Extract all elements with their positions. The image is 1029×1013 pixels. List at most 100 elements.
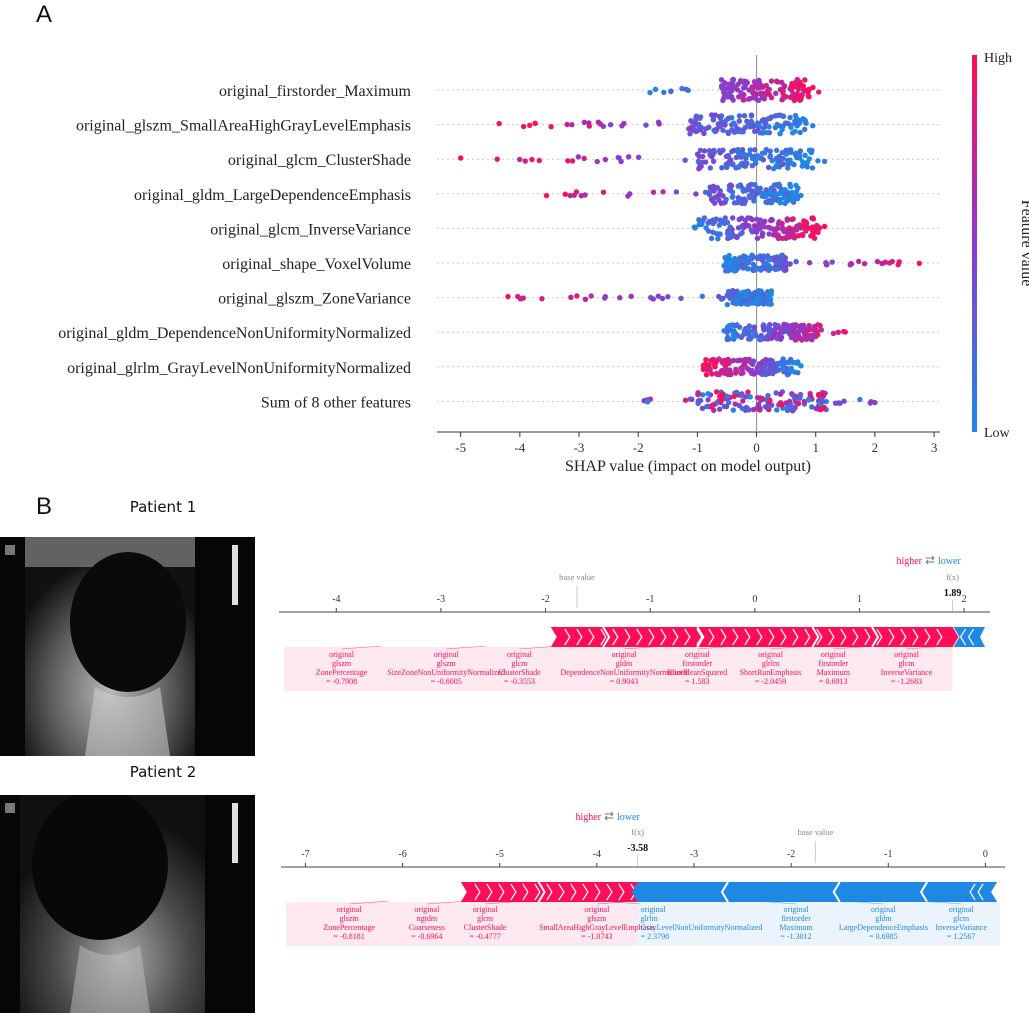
chevron: [792, 628, 799, 646]
shap-point: [696, 391, 702, 397]
positive-label-band: [286, 902, 638, 946]
contribution-label: glrlm: [641, 914, 659, 923]
shap-point: [774, 407, 780, 413]
force-tick-label: 1: [857, 594, 862, 605]
shap-point: [716, 406, 723, 412]
shap-point: [752, 158, 759, 164]
shap-point: [679, 85, 685, 92]
shap-point: [802, 332, 808, 338]
shap-point: [802, 152, 808, 159]
fx-value: 1.89: [944, 588, 962, 599]
x-tick-label: 1: [812, 440, 819, 455]
shap-point: [725, 129, 731, 135]
chevron: [732, 628, 739, 646]
shap-point: [784, 157, 791, 164]
shap-point: [706, 191, 713, 198]
shap-point: [735, 357, 741, 364]
shap-point: [806, 327, 812, 333]
chevron: [636, 628, 643, 646]
chevron: [486, 883, 493, 901]
label-connector: [755, 900, 797, 905]
shap-point: [840, 328, 847, 335]
shap-point: [779, 150, 786, 156]
shap-point: [793, 193, 799, 200]
contribution-label: = -0.7908: [326, 677, 357, 686]
chevron: [684, 628, 691, 646]
shap-point: [643, 122, 649, 128]
shap-point: [765, 325, 771, 331]
label-connector: [770, 645, 811, 650]
shap-point: [697, 147, 704, 154]
x-tick-label: -5: [455, 440, 466, 455]
shap-point: [618, 158, 624, 165]
chevron: [959, 628, 967, 646]
shap-point: [780, 327, 786, 333]
chevron: [744, 628, 751, 646]
shap-point: [855, 258, 862, 265]
shap-point: [723, 358, 729, 364]
shap-point: [770, 165, 777, 172]
shap-point: [763, 187, 770, 193]
colorbar: [972, 55, 977, 432]
label-connector: [341, 645, 382, 650]
chevron: [828, 628, 835, 646]
shap-point: [773, 390, 779, 396]
shap-point: [868, 398, 874, 405]
contribution-label: original: [612, 650, 638, 659]
shap-point: [735, 94, 742, 100]
shap-point: [766, 331, 773, 337]
shap-point: [529, 156, 535, 163]
shap-point: [707, 165, 714, 171]
shap-point: [722, 215, 728, 221]
shap-point: [752, 182, 758, 188]
shap-point: [815, 158, 821, 164]
shap-point: [743, 293, 749, 299]
shap-point: [581, 119, 588, 125]
segment-divider: [811, 626, 820, 648]
shap-point: [738, 231, 744, 237]
shap-point: [777, 200, 783, 206]
shap-point: [819, 399, 826, 405]
shap-point: [741, 97, 747, 103]
shap-point: [755, 153, 761, 159]
shap-point: [747, 182, 754, 188]
shap-point: [756, 77, 762, 84]
shap-point: [837, 400, 843, 406]
shap-point: [724, 164, 730, 170]
contribution-label: RootMeanSquared: [667, 668, 727, 677]
shap-point: [750, 94, 756, 101]
shap-point: [721, 403, 728, 410]
label-connector: [426, 900, 467, 905]
shap-point: [730, 85, 736, 91]
shap-point: [768, 301, 774, 307]
legend-higher: higher: [896, 556, 922, 567]
shap-point: [835, 329, 841, 335]
shap-point: [765, 164, 772, 171]
contribution-label: Maximum: [817, 668, 851, 677]
contribution-label: original: [685, 650, 711, 659]
shap-point: [740, 297, 746, 304]
shap-point: [768, 216, 775, 223]
x-tick-label: 0: [753, 440, 760, 455]
shap-point: [766, 231, 772, 237]
shap-point: [607, 122, 614, 128]
shap-point: [731, 200, 738, 206]
chevron: [594, 883, 601, 901]
chevron: [967, 628, 975, 646]
shap-point: [769, 157, 775, 164]
shap-point: [760, 300, 766, 306]
shap-point: [699, 293, 705, 299]
shap-point: [682, 157, 688, 163]
contribution-label: original: [821, 650, 847, 659]
contribution-label: original: [414, 905, 440, 914]
shap-point: [656, 121, 662, 127]
shap-point: [751, 128, 758, 134]
shap-point: [586, 123, 593, 129]
shap-point: [795, 86, 801, 93]
shap-point: [750, 406, 757, 413]
shap-point: [660, 189, 666, 195]
shap-point: [692, 225, 698, 231]
shap-point: [749, 252, 755, 258]
shap-point: [779, 97, 785, 103]
shap-point: [755, 225, 762, 231]
